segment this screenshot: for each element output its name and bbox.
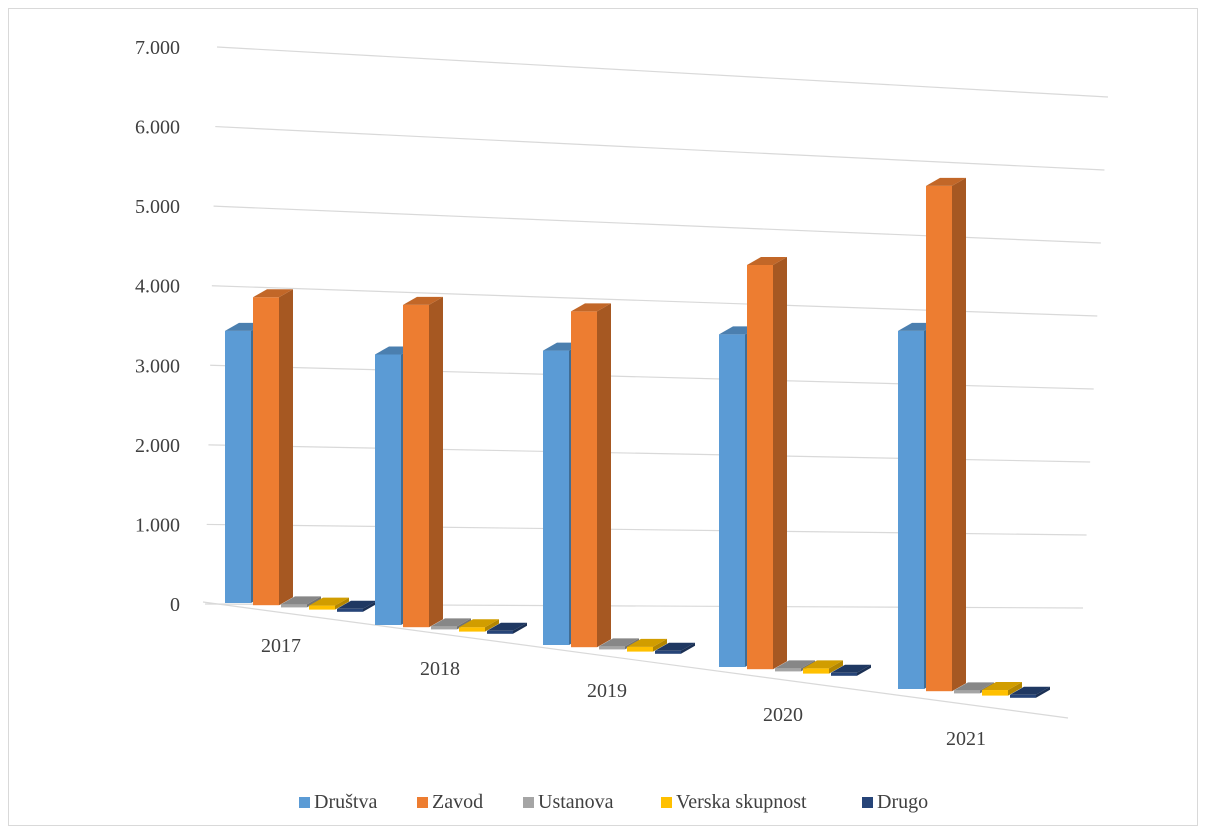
bar [627, 638, 667, 652]
y-tick-label: 2.000 [135, 435, 180, 457]
legend-item: Društva [299, 791, 377, 813]
bar [281, 596, 321, 608]
y-axis-ticks: 0 1.000 2.000 3.000 4.000 5.000 6.000 7.000 [135, 37, 180, 616]
y-tick-label: 5.000 [135, 196, 180, 218]
y-tick-label: 6.000 [135, 117, 180, 139]
legend-item: Drugo [862, 791, 928, 813]
legend-label: Zavod [432, 791, 483, 813]
y-tick-label: 0 [170, 594, 180, 616]
bar [1010, 686, 1050, 698]
bars [225, 177, 1050, 698]
y-tick-label: 1.000 [135, 514, 180, 536]
x-tick-label: 2017 [261, 635, 301, 657]
legend-label: Verska skupnost [676, 791, 807, 813]
bar [309, 597, 349, 610]
bar [459, 619, 499, 632]
floor-front-edge [202, 601, 1069, 719]
legend-swatch [862, 797, 873, 808]
gridline [213, 205, 1101, 244]
bar [803, 660, 843, 674]
legend-item: Zavod [417, 791, 483, 813]
x-axis-ticks: 2017 2018 2019 2020 2021 [261, 635, 986, 750]
bar [926, 177, 966, 692]
y-tick-label: 3.000 [135, 355, 180, 377]
legend-label: Ustanova [538, 791, 614, 813]
bar [655, 642, 695, 654]
y-tick-label: 7.000 [135, 37, 180, 59]
bar [747, 256, 787, 670]
legend-swatch [299, 797, 310, 808]
legend-item: Verska skupnost [661, 791, 807, 813]
bar [831, 664, 871, 676]
x-tick-label: 2020 [763, 704, 803, 726]
x-tick-label: 2021 [946, 728, 986, 750]
bar [571, 303, 611, 648]
legend-swatch [417, 797, 428, 808]
legend-label: Drugo [877, 791, 928, 813]
gridlines [202, 46, 1109, 719]
x-tick-label: 2018 [420, 658, 460, 680]
bar [253, 289, 293, 606]
legend-swatch [661, 797, 672, 808]
gridline [215, 125, 1105, 171]
bar [487, 622, 527, 634]
bar [403, 296, 443, 628]
bar [337, 600, 377, 612]
legend-swatch [523, 797, 534, 808]
legend-item: Ustanova [523, 791, 614, 813]
legend: Društva Zavod Ustanova Verska skupnost Drugo [299, 791, 928, 813]
gridline [216, 46, 1109, 98]
bar [982, 682, 1022, 696]
legend-label: Društva [314, 791, 377, 813]
y-tick-label: 4.000 [135, 276, 180, 298]
x-tick-label: 2019 [587, 680, 627, 702]
